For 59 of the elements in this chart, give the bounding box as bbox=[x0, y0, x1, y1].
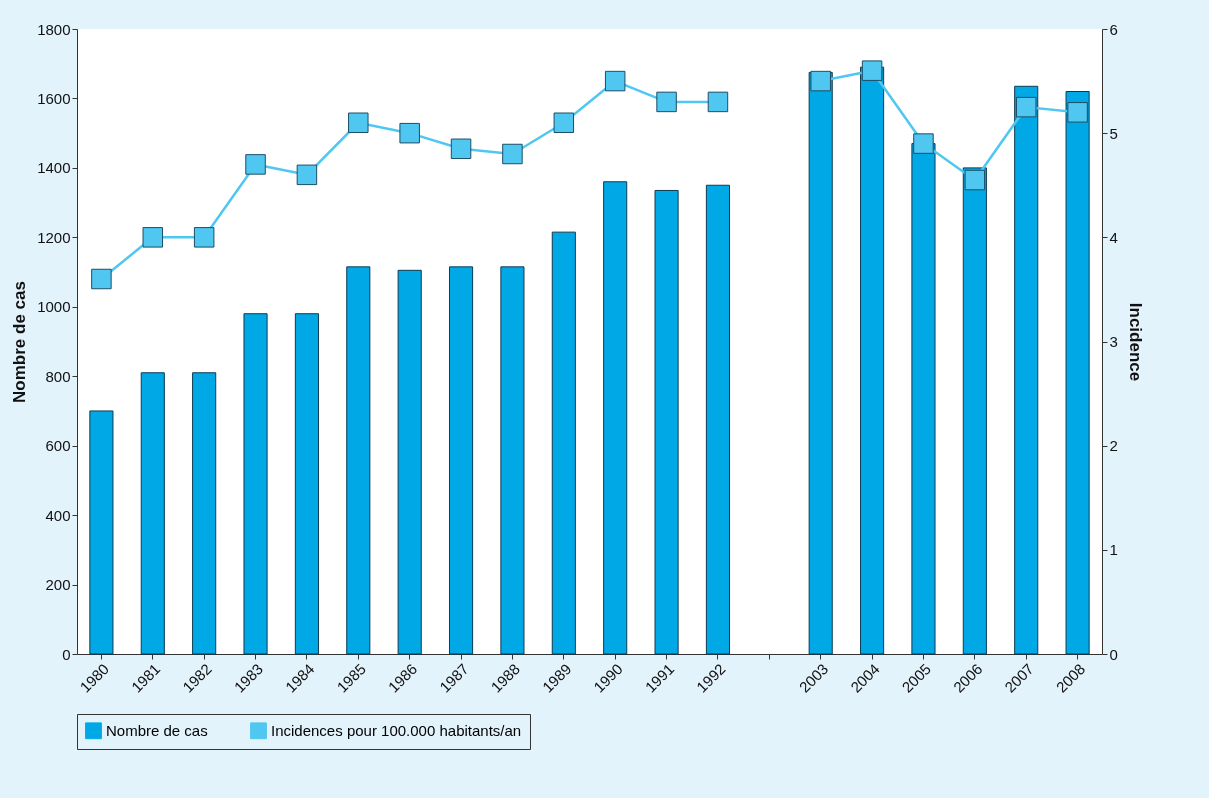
y2-tick-label: 2 bbox=[1109, 437, 1118, 455]
y-tick-label: 200 bbox=[45, 576, 71, 594]
y-tick-label: 0 bbox=[62, 645, 71, 663]
point bbox=[348, 112, 369, 133]
point bbox=[399, 122, 420, 144]
point bbox=[91, 268, 112, 290]
y-tick-label: 1000 bbox=[37, 298, 71, 316]
y2-axis-title: Incidence bbox=[1125, 302, 1145, 382]
y2-tick-label: 0 bbox=[1109, 645, 1118, 663]
y2-tick-label: 5 bbox=[1109, 124, 1118, 142]
y-tick-label: 1200 bbox=[37, 228, 71, 246]
point bbox=[656, 91, 677, 113]
y-tick-label: 800 bbox=[45, 367, 71, 385]
bar bbox=[962, 167, 987, 655]
y-axis-title: Nombre de cas bbox=[10, 281, 30, 403]
legend-label: Nombre de cas bbox=[106, 721, 208, 739]
y2-tick-label: 6 bbox=[1109, 20, 1118, 38]
point bbox=[913, 133, 934, 154]
point bbox=[707, 91, 729, 113]
point bbox=[604, 70, 626, 92]
y-tick-label: 400 bbox=[45, 506, 71, 524]
y2-tick-label: 1 bbox=[1109, 541, 1118, 559]
point bbox=[861, 60, 883, 81]
bar bbox=[140, 372, 165, 655]
point bbox=[553, 112, 575, 133]
point bbox=[245, 154, 266, 175]
bar bbox=[911, 143, 936, 655]
y-tick-label: 600 bbox=[45, 437, 71, 455]
bar bbox=[1014, 85, 1039, 655]
bar bbox=[551, 231, 576, 655]
bar bbox=[243, 313, 268, 655]
point bbox=[1067, 102, 1088, 123]
bar bbox=[860, 66, 885, 655]
bar bbox=[448, 266, 474, 655]
bar bbox=[1065, 91, 1090, 655]
bar bbox=[808, 71, 833, 655]
point bbox=[964, 169, 986, 191]
bar bbox=[192, 372, 217, 655]
point bbox=[450, 138, 472, 160]
point bbox=[810, 70, 831, 92]
bar bbox=[603, 181, 628, 655]
legend-label: Incidences pour 100.000 habitants/an bbox=[271, 721, 522, 739]
y-tick-label: 1600 bbox=[37, 89, 71, 107]
point bbox=[1015, 96, 1037, 118]
y-tick-label: 1800 bbox=[37, 20, 71, 38]
bar bbox=[500, 266, 525, 655]
bar bbox=[397, 269, 422, 655]
y-tick-label: 1400 bbox=[37, 159, 71, 177]
y2-tick-label: 3 bbox=[1109, 333, 1118, 350]
bar bbox=[654, 189, 679, 655]
point bbox=[142, 227, 164, 248]
point bbox=[296, 164, 318, 186]
point bbox=[502, 143, 523, 165]
bar bbox=[294, 313, 319, 655]
bar bbox=[89, 410, 114, 655]
bar bbox=[705, 184, 731, 655]
bar bbox=[346, 266, 371, 655]
point bbox=[193, 227, 215, 248]
y2-tick-label: 4 bbox=[1109, 228, 1118, 246]
